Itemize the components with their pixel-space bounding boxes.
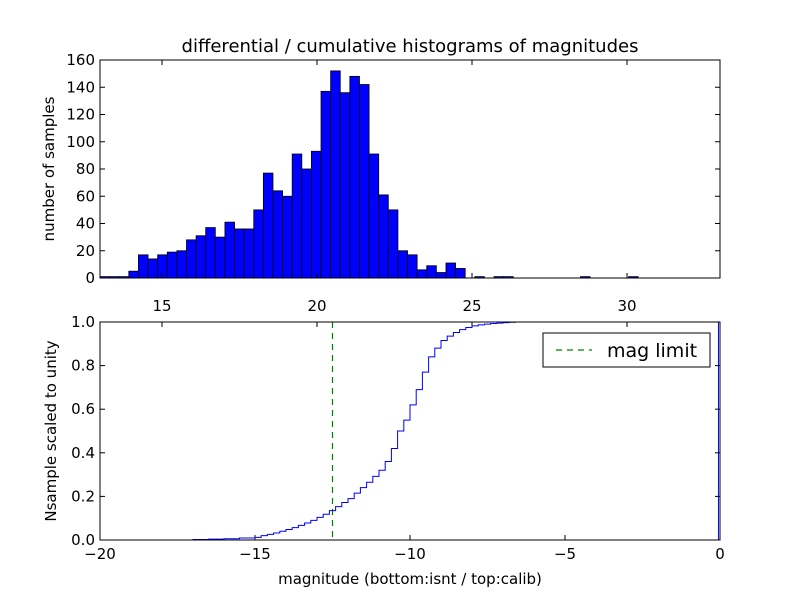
cumulative-xtick-label: −10: [394, 545, 426, 563]
histogram-ytick-label: 60: [76, 187, 95, 205]
histogram-panel: differential / cumulative histograms of …: [40, 36, 721, 315]
histogram-bar: [378, 194, 389, 279]
histogram-bar: [455, 268, 466, 279]
histogram-bar: [330, 70, 341, 279]
histogram-bar: [214, 236, 226, 279]
histogram-axes-frame: [99, 59, 721, 279]
cumulative-ytick-label: 0.2: [71, 487, 95, 505]
cumulative-ytick-label: 0.6: [71, 400, 95, 418]
histogram-ytick-label: 120: [66, 106, 95, 124]
histogram-ytick-label: 0: [85, 269, 95, 287]
histogram-bar: [195, 235, 207, 279]
histogram-bar: [272, 190, 283, 279]
histogram-ytick-label: 40: [76, 215, 95, 233]
histogram-bar: [138, 254, 149, 279]
histogram-bar: [186, 239, 197, 279]
histogram-ticks: 0 20 40 60 80 100 120 140 160 15 20 25 30: [66, 51, 720, 315]
histogram-ytick-label: 160: [66, 51, 95, 69]
histogram-bar: [387, 209, 399, 279]
histogram-bar: [435, 272, 447, 279]
cumulative-xlabel: magnitude (bottom:isnt / top:calib): [278, 570, 542, 588]
histogram-bar: [407, 254, 418, 279]
cumulative-ytick-label: 0.0: [71, 531, 95, 549]
histogram-bar: [397, 250, 408, 279]
histogram-bar: [349, 75, 360, 279]
histogram-bar: [445, 262, 456, 279]
histogram-bar: [311, 150, 322, 279]
histogram-ytick-label: 20: [76, 242, 95, 260]
histogram-bar: [301, 168, 312, 279]
histogram-bar: [176, 250, 187, 279]
histogram-bar: [224, 221, 235, 279]
cumulative-ytick-label: 0.8: [71, 357, 95, 375]
histogram-bar: [205, 227, 216, 279]
histogram-bar: [359, 84, 370, 279]
legend-label-mag-limit: mag limit: [607, 340, 697, 362]
histogram-ytick-label: 100: [66, 133, 95, 151]
histogram-bar: [282, 195, 293, 279]
histogram-ytick-label: 140: [66, 78, 95, 96]
histogram-xtick-label: 30: [617, 297, 636, 315]
histogram-xtick-label: 20: [307, 297, 326, 315]
histogram-bar: [291, 153, 303, 279]
histogram-bar: [262, 172, 274, 279]
histogram-xtick-label: 15: [152, 297, 171, 315]
cumulative-xtick-label: 0: [715, 545, 725, 563]
histogram-bar: [234, 228, 245, 279]
cumulative-ytick-label: 0.4: [71, 444, 95, 462]
cumulative-xtick-label: −5: [554, 545, 576, 563]
histogram-xtick-label: 25: [462, 297, 481, 315]
histogram-title: differential / cumulative histograms of …: [182, 36, 639, 57]
cumulative-axes-frame: [99, 321, 721, 541]
histogram-bar: [253, 209, 264, 279]
histogram-bar: [416, 269, 428, 279]
cumulative-panel: 0.0 0.2 0.4 0.6 0.8 1.0 −20 −15 −10 −5 0 mag limit…: [42, 313, 725, 588]
histogram-bars: [99, 70, 639, 279]
cumulative-xtick-label: −15: [239, 545, 271, 563]
histogram-bar: [243, 228, 255, 279]
legend: mag limit: [542, 332, 711, 368]
cumulative-ylabel: Nsample scaled to unity: [42, 340, 60, 521]
cumulative-ytick-label: 1.0: [71, 313, 95, 331]
cumulative-xtick-label: −20: [84, 545, 116, 563]
histogram-ylabel: number of samples: [40, 96, 58, 241]
cumulative-ticks: 0.0 0.2 0.4 0.6 0.8 1.0 −20 −15 −10 −5 0: [71, 313, 725, 563]
histogram-bar: [339, 92, 351, 279]
cumulative-step-line: [100, 321, 719, 541]
histogram-bar: [426, 265, 437, 279]
histogram-bar: [320, 90, 332, 279]
histogram-bar: [128, 270, 139, 279]
histogram-bar: [147, 258, 159, 279]
histogram-ytick-label: 80: [76, 160, 95, 178]
histogram-bar: [166, 251, 178, 279]
histogram-bar: [368, 153, 380, 279]
